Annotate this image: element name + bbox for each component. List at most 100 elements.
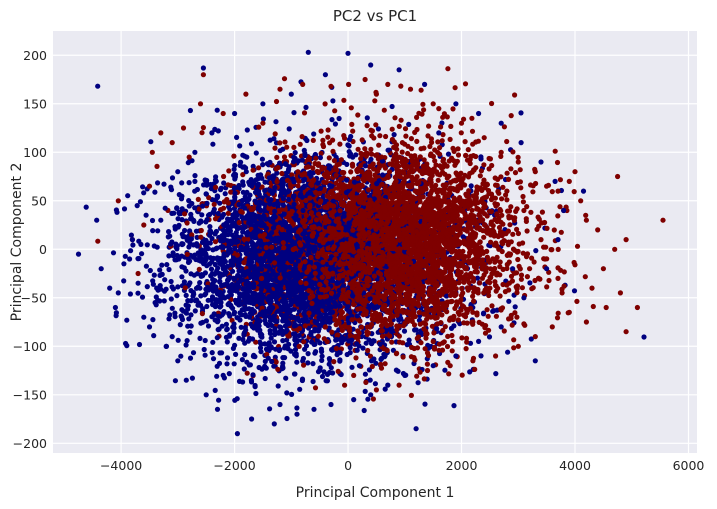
data-point [414,138,420,144]
data-point [211,201,217,207]
data-point [557,204,563,210]
data-point [382,361,388,367]
data-point [204,177,210,184]
data-point [127,291,133,297]
data-point [491,308,497,314]
data-point [174,205,180,211]
data-point [172,378,178,384]
data-point [488,239,494,245]
data-point [267,406,273,412]
data-point [341,133,347,139]
data-point [533,248,539,254]
data-point [201,182,207,188]
data-point [137,199,143,205]
data-point [153,294,159,300]
data-point [155,228,161,234]
data-point [150,228,156,234]
data-point [128,232,134,238]
data-point [178,353,184,359]
data-point [478,156,484,162]
data-point [310,137,316,143]
data-point [459,372,465,378]
data-point [183,302,189,308]
data-point [468,183,474,189]
data-point [335,368,341,374]
data-point [500,184,506,190]
data-point [155,180,161,186]
data-point [484,307,490,313]
data-point [355,146,361,152]
data-point [212,126,218,132]
data-point [162,277,168,283]
data-point [510,149,516,155]
data-point [527,280,533,286]
data-point [375,126,381,132]
data-point [212,387,218,393]
data-point [312,151,318,158]
data-point [197,335,203,341]
data-point [241,366,247,372]
data-point [110,250,117,256]
data-point [182,227,188,234]
data-point [224,361,230,367]
data-point [181,279,187,285]
data-point [450,339,456,345]
data-point [372,381,378,387]
data-point [221,173,227,180]
data-point [520,199,527,205]
data-point [113,207,119,213]
data-point [186,316,192,322]
data-point [348,169,354,175]
data-point [327,140,333,146]
data-point [174,293,180,299]
data-point [121,206,128,212]
data-point [590,303,596,310]
data-point [422,401,428,407]
data-point [159,262,165,268]
data-point [214,373,220,379]
data-point [199,311,205,317]
data-point [141,190,147,196]
data-point [497,259,503,265]
data-point [256,124,262,130]
data-point [149,217,156,224]
data-point [557,177,564,183]
data-point [198,227,204,234]
data-point [383,133,389,140]
data-point [297,386,303,392]
data-point [271,339,278,345]
data-point [195,196,201,202]
data-point [292,347,299,353]
data-point [392,174,398,180]
data-point [473,153,479,160]
data-point [378,361,384,367]
data-point [232,162,238,169]
data-point [250,167,256,173]
data-point [199,130,205,136]
data-point [514,290,520,296]
data-point [360,345,366,351]
data-point [250,163,256,169]
data-point [275,383,281,389]
data-point [248,377,254,383]
data-point [201,346,207,353]
data-point [440,114,446,120]
data-point [528,336,534,342]
data-point [349,364,355,370]
data-point [244,127,250,133]
data-point [214,107,220,113]
data-point [362,388,368,394]
data-point [166,253,172,259]
data-point [209,350,215,356]
data-point [297,141,303,147]
data-point [223,321,229,327]
data-point [154,163,160,169]
data-point [504,197,510,203]
data-point [520,193,526,200]
data-point [364,123,370,129]
data-point [408,392,414,398]
data-point [445,66,451,72]
data-point [506,298,512,304]
data-point [311,131,317,137]
data-point [189,200,195,207]
